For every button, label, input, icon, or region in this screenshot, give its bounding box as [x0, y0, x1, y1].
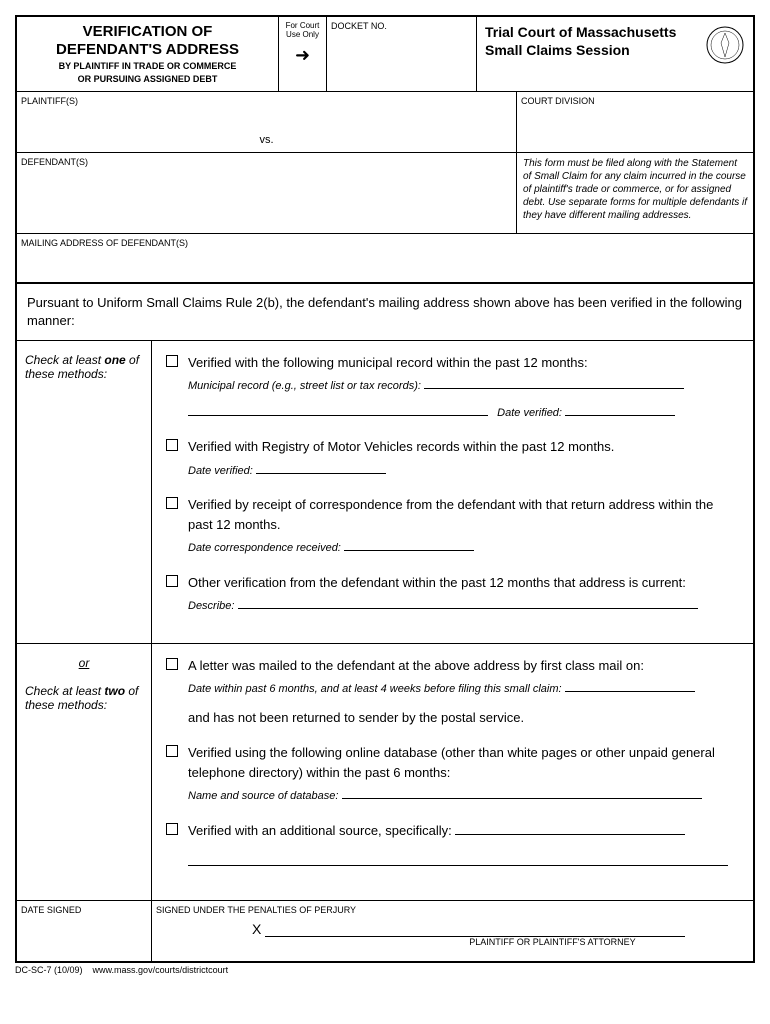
m1-date-blank[interactable] [565, 415, 675, 416]
s2m2-blank[interactable] [342, 798, 702, 799]
m4-text: Other verification from the defendant wi… [188, 573, 739, 593]
court-use-cell: For Court Use Only ➜ [279, 17, 327, 91]
method-database: Verified using the following online data… [166, 743, 739, 805]
defendant-label: DEFENDANT(S) [21, 157, 512, 167]
signature-row: DATE SIGNED SIGNED UNDER THE PENALTIES O… [17, 901, 753, 961]
s2m3-text: Verified with an additional source, spec… [188, 823, 452, 838]
checkbox-letter[interactable] [166, 658, 178, 670]
m3-blank[interactable] [344, 550, 474, 551]
s2m3-blank[interactable] [455, 834, 685, 835]
plaintiff-label: PLAINTIFF(S) [21, 96, 512, 106]
m1-blank2[interactable] [188, 415, 488, 416]
subtitle-line2: OR PURSUING ASSIGNED DEBT [21, 74, 274, 85]
arrow-icon: ➜ [281, 45, 324, 66]
date-signed-cell[interactable]: DATE SIGNED [17, 901, 152, 961]
or-text: or [25, 656, 143, 670]
method-3: Verified by receipt of correspondence fr… [166, 495, 739, 557]
section-one-label: Check at least one of these methods: [17, 341, 152, 643]
section-two-content: A letter was mailed to the defendant at … [152, 644, 753, 900]
subtitle-line1: BY PLAINTIFF IN TRADE OR COMMERCE [21, 61, 274, 72]
plaintiff-cell[interactable]: PLAINTIFF(S) vs. [17, 92, 517, 152]
plaintiff-row: PLAINTIFF(S) vs. COURT DIVISION [17, 92, 753, 153]
method-2: Verified with Registry of Motor Vehicles… [166, 437, 739, 479]
state-seal-icon [705, 25, 745, 65]
mailing-address-cell[interactable]: MAILING ADDRESS OF DEFENDANT(S) [17, 234, 753, 284]
defendant-row: DEFENDANT(S) This form must be filed alo… [17, 153, 753, 234]
m1-date-label: Date verified: [497, 407, 562, 419]
m2-text: Verified with Registry of Motor Vehicles… [188, 437, 739, 457]
method-1: Verified with the following municipal re… [166, 353, 739, 422]
section-one: Check at least one of these methods: Ver… [17, 341, 753, 644]
m4-blank[interactable] [238, 608, 698, 609]
checkbox-additional[interactable] [166, 823, 178, 835]
s2m1-text: A letter was mailed to the defendant at … [188, 656, 739, 676]
section-one-content: Verified with the following municipal re… [152, 341, 753, 643]
section-two-label: or Check at least two of these methods: [17, 644, 152, 900]
defendant-cell[interactable]: DEFENDANT(S) [17, 153, 517, 233]
m2-sub: Date verified: [188, 465, 253, 477]
pursuant-text: Pursuant to Uniform Small Claims Rule 2(… [17, 284, 753, 341]
m1-sub: Municipal record (e.g., street list or t… [188, 380, 421, 392]
title-line2: DEFENDANT'S ADDRESS [21, 41, 274, 59]
m1-blank[interactable] [424, 388, 684, 389]
s2m2-text: Verified using the following online data… [188, 743, 739, 782]
mailing-label: MAILING ADDRESS OF DEFENDANT(S) [21, 238, 749, 248]
m1-text: Verified with the following municipal re… [188, 353, 739, 373]
s2m3-blank2[interactable] [188, 865, 728, 866]
m4-sub: Describe: [188, 600, 234, 612]
checkbox-rmv[interactable] [166, 439, 178, 451]
s2m1-after: and has not been returned to sender by t… [188, 708, 739, 728]
checkbox-correspondence[interactable] [166, 497, 178, 509]
m3-text: Verified by receipt of correspondence fr… [188, 495, 739, 534]
checkbox-municipal[interactable] [166, 355, 178, 367]
instructions-cell: This form must be filed along with the S… [517, 153, 753, 233]
title-line1: VERIFICATION OF [21, 23, 274, 41]
s2m1-blank[interactable] [565, 691, 695, 692]
header-row: VERIFICATION OF DEFENDANT'S ADDRESS BY P… [17, 17, 753, 92]
method-letter: A letter was mailed to the defendant at … [166, 656, 739, 728]
court-div-label: COURT DIVISION [521, 96, 749, 106]
m3-sub: Date correspondence received: [188, 542, 341, 554]
signed-cell: SIGNED UNDER THE PENALTIES OF PERJURY X … [152, 901, 753, 961]
vs-text: vs. [259, 134, 273, 146]
method-additional: Verified with an additional source, spec… [166, 821, 739, 872]
s2m2-sub: Name and source of database: [188, 790, 338, 802]
signature-x: X [252, 921, 261, 937]
m2-blank[interactable] [256, 473, 386, 474]
checkbox-other[interactable] [166, 575, 178, 587]
court-division-cell[interactable]: COURT DIVISION [517, 92, 753, 152]
signed-label: SIGNED UNDER THE PENALTIES OF PERJURY [156, 905, 749, 915]
docket-label: DOCKET NO. [331, 21, 472, 31]
footer: DC-SC-7 (10/09) www.mass.gov/courts/dist… [15, 963, 755, 977]
title-cell: VERIFICATION OF DEFENDANT'S ADDRESS BY P… [17, 17, 279, 91]
court-title-cell: Trial Court of Massachusetts Small Claim… [477, 17, 753, 91]
form-number: DC-SC-7 (10/09) [15, 965, 83, 975]
section-two: or Check at least two of these methods: … [17, 644, 753, 901]
footer-url: www.mass.gov/courts/districtcourt [93, 965, 229, 975]
checkbox-database[interactable] [166, 745, 178, 757]
date-signed-label: DATE SIGNED [21, 905, 147, 915]
signature-label: PLAINTIFF OR PLAINTIFF'S ATTORNEY [372, 937, 733, 947]
s2m1-sub: Date within past 6 months, and at least … [188, 683, 562, 695]
form-container: VERIFICATION OF DEFENDANT'S ADDRESS BY P… [15, 15, 755, 963]
method-4: Other verification from the defendant wi… [166, 573, 739, 615]
court-use-label: For Court Use Only [281, 21, 324, 39]
docket-cell[interactable]: DOCKET NO. [327, 17, 477, 91]
